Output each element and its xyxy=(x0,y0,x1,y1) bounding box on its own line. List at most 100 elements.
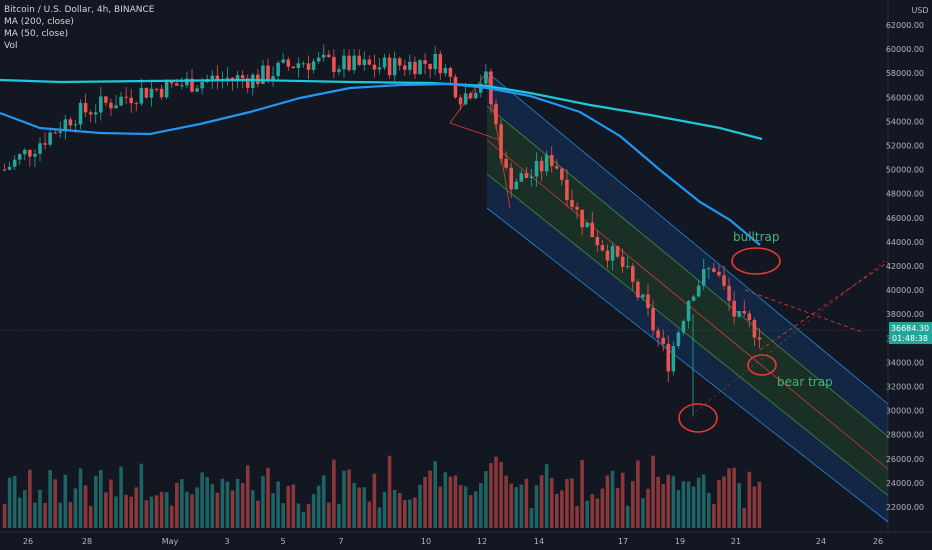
y-tick-label: 54000.00 xyxy=(886,117,924,126)
candle-body xyxy=(387,57,392,76)
candle-body xyxy=(58,131,63,133)
candle-body xyxy=(413,61,417,75)
y-tick-label: 42000.00 xyxy=(886,262,924,271)
y-tick-label: 48000.00 xyxy=(886,190,924,199)
volume-bar xyxy=(2,503,7,528)
projection-line-long xyxy=(694,257,889,413)
volume-bar xyxy=(387,455,392,528)
candle-body xyxy=(134,103,139,105)
candle-body xyxy=(499,124,503,159)
volume-bar xyxy=(575,506,579,528)
currency-label: USD xyxy=(911,6,928,15)
volume-bar xyxy=(352,482,356,528)
volume-bar xyxy=(99,470,103,528)
candle-body xyxy=(727,285,731,301)
candle-body xyxy=(316,57,321,62)
candle-body xyxy=(676,332,681,347)
candle-body xyxy=(636,281,640,298)
beartrap-label: bear trap xyxy=(777,375,833,389)
volume-bar xyxy=(489,463,493,528)
volume-bar xyxy=(154,495,159,528)
volume-bar xyxy=(494,456,498,528)
candle-body xyxy=(666,343,671,372)
volume-bar xyxy=(636,460,640,528)
x-tick-label: 5 xyxy=(280,537,285,546)
volume-bar xyxy=(240,483,245,528)
candle-body xyxy=(43,143,47,145)
volume-bar xyxy=(109,479,113,528)
candle-body xyxy=(575,206,579,210)
volume-bar xyxy=(225,481,230,528)
candle-body xyxy=(555,166,559,169)
candle-body xyxy=(251,74,255,88)
ma50-label[interactable]: MA (50, close) xyxy=(4,29,69,39)
candle-body xyxy=(691,296,696,301)
volume-bar xyxy=(296,503,301,528)
candle-body xyxy=(397,58,402,66)
candle-body xyxy=(641,294,645,298)
ma200-label[interactable]: MA (200, close) xyxy=(4,17,74,27)
volume-bar xyxy=(549,477,554,528)
candle-body xyxy=(271,76,275,81)
candle-body xyxy=(357,55,361,65)
volume-bar xyxy=(88,505,93,528)
candle-body xyxy=(463,93,468,105)
candle-body xyxy=(78,102,83,125)
volume-bar xyxy=(701,474,706,528)
volume-bar xyxy=(124,494,128,528)
volume-bar xyxy=(479,483,483,528)
x-tick-label: 19 xyxy=(675,537,685,546)
x-tick-label: 3 xyxy=(224,537,229,546)
volume-bar xyxy=(83,485,88,528)
candle-body xyxy=(149,88,154,98)
volume-bar xyxy=(17,497,22,528)
volume-bar xyxy=(93,475,98,528)
candle-body xyxy=(529,176,534,178)
candle-body xyxy=(519,173,524,182)
volume-bar xyxy=(666,474,671,528)
volume-bar xyxy=(722,476,726,528)
candle-body xyxy=(615,246,620,257)
x-tick-label: 12 xyxy=(477,537,487,546)
candle-body xyxy=(701,269,706,286)
candle-body xyxy=(327,54,331,57)
candle-body xyxy=(301,63,306,65)
volume-bar xyxy=(560,490,564,528)
candle-body xyxy=(195,88,199,92)
candle-body xyxy=(321,54,326,58)
candle-body xyxy=(549,155,554,167)
candle-body xyxy=(408,61,412,70)
symbol-title[interactable]: Bitcoin / U.S. Dollar, 4h, BINANCE xyxy=(4,5,155,15)
volume-bar xyxy=(499,461,503,528)
y-tick-label: 32000.00 xyxy=(886,383,924,392)
bulltrap-circle xyxy=(731,247,781,275)
y-tick-label: 58000.00 xyxy=(886,69,924,78)
candle-body xyxy=(473,92,478,99)
x-tick-label: 7 xyxy=(338,537,343,546)
candle-body xyxy=(33,153,37,157)
candle-body xyxy=(590,222,595,238)
candle-body xyxy=(99,96,103,113)
volume-bar xyxy=(403,499,407,528)
volume-bar xyxy=(484,471,488,528)
volume-bar xyxy=(651,455,655,528)
volume-bar xyxy=(48,470,52,528)
volume-bar xyxy=(727,468,731,528)
candle-body xyxy=(245,78,250,88)
candle-body xyxy=(109,102,113,109)
candle-body xyxy=(154,88,159,90)
chart-legend: Bitcoin / U.S. Dollar, 4h, BINANCE MA (2… xyxy=(4,4,154,52)
volume-label[interactable]: Vol xyxy=(4,41,18,51)
volume-bar xyxy=(717,480,721,528)
volume-bar xyxy=(43,502,47,528)
candle-body xyxy=(661,337,665,344)
candle-body xyxy=(605,250,610,261)
volume-bar xyxy=(230,490,235,528)
volume-bar xyxy=(428,470,432,528)
candle-body xyxy=(382,57,387,68)
volume-bar xyxy=(514,487,519,528)
candle-body xyxy=(671,346,676,372)
candle-body xyxy=(53,132,57,134)
volume-bar xyxy=(342,470,346,528)
x-tick-label: 28 xyxy=(82,537,92,546)
